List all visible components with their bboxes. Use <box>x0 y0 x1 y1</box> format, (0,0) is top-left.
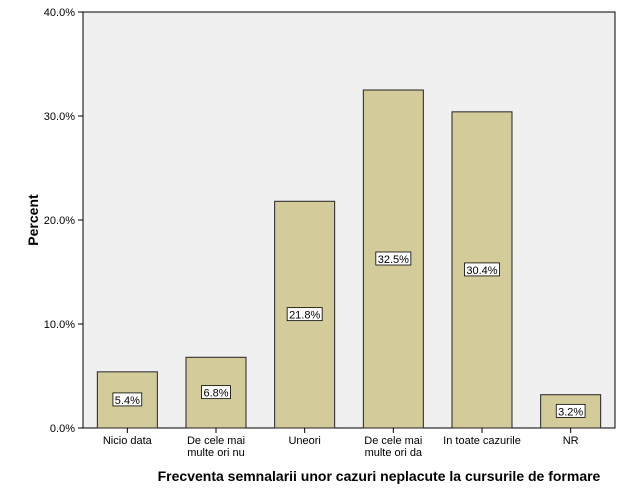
x-tick-label: Uneori <box>288 435 320 447</box>
y-tick-label: 30.0% <box>44 111 75 123</box>
data-label: 30.4% <box>466 265 497 277</box>
data-label-box <box>112 392 143 407</box>
data-label-box <box>375 251 412 266</box>
bars-group: 5.4% 6.8% 21.8% 32.5% 30.4% 3.2% <box>96 89 602 429</box>
x-axis: Nicio data De cele mai multe ori nu Uneori D… <box>103 428 579 459</box>
y-axis-title: Percent <box>25 194 41 246</box>
bar <box>185 356 247 429</box>
x-tick-label: Nicio data <box>103 435 153 447</box>
x-tick-label: De cele mai multe ori da <box>364 435 423 459</box>
data-label: 3.2% <box>558 406 583 418</box>
plot-area <box>82 11 616 429</box>
data-label: 21.8% <box>289 310 320 322</box>
y-axis: 0.0% 10.0% 20.0% 30.0% 40.0% <box>44 7 83 435</box>
data-label: 5.4% <box>115 395 140 407</box>
x-tick-label: NR <box>563 435 579 447</box>
data-label: 6.8% <box>203 388 228 400</box>
x-tick-label: De cele mai multe ori nu <box>187 435 245 459</box>
y-tick-label: 0.0% <box>50 423 75 435</box>
x-axis-title: Frecventa semnalarii unor cazuri neplacu… <box>158 468 601 484</box>
data-label: 32.5% <box>378 254 409 266</box>
data-label-box <box>201 385 231 400</box>
y-tick-label: 20.0% <box>44 215 75 227</box>
y-tick-label: 40.0% <box>44 7 75 19</box>
data-label-box <box>555 403 586 418</box>
data-label-box <box>464 262 500 277</box>
x-tick-label: In toate cazurile <box>443 435 521 447</box>
y-tick-label: 10.0% <box>44 319 75 331</box>
data-label-box <box>286 307 323 322</box>
